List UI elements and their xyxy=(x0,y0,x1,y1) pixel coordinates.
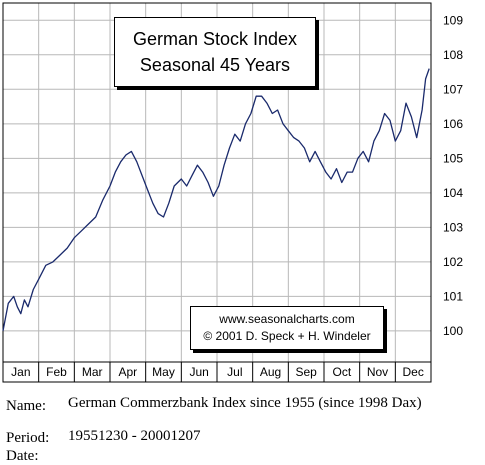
x-tick-label: Apr xyxy=(118,365,137,379)
y-tick-label: 105 xyxy=(443,151,463,165)
chart-title: German Stock Index xyxy=(132,29,298,49)
y-tick-label: 100 xyxy=(443,324,463,338)
y-tick-label: 108 xyxy=(443,48,463,62)
x-tick-label: Dec xyxy=(402,365,423,379)
chart-title-box: German Stock Index Seasonal 45 Years xyxy=(114,17,316,87)
credit-copyright: © 2001 D. Speck + H. Windeler xyxy=(203,329,371,343)
y-tick-label: 102 xyxy=(443,255,463,269)
seasonal-chart: Jan Feb Mar Apr May Jun Jul Aug Sep Oct Nov Dec 100 1… xyxy=(2,2,463,383)
x-tick-label: Jan xyxy=(11,365,30,379)
y-tick-label: 103 xyxy=(443,220,463,234)
meta-period-label: Period: xyxy=(6,430,50,446)
x-tick-label: Mar xyxy=(82,365,103,379)
y-tick-label: 101 xyxy=(443,289,463,303)
y-tick-label: 107 xyxy=(443,82,463,96)
series-line xyxy=(2,68,430,332)
x-tick-label: Oct xyxy=(332,365,351,379)
x-tick-label: Aug xyxy=(260,365,281,379)
x-tick-label: Jun xyxy=(189,365,208,379)
credit-website: www.seasonalcharts.com xyxy=(219,312,355,326)
y-tick-label: 109 xyxy=(443,13,463,27)
y-tick-label: 104 xyxy=(443,186,463,200)
y-tick-label: 106 xyxy=(443,117,463,131)
x-tick-label: Feb xyxy=(46,365,67,379)
x-tick-label: Nov xyxy=(367,365,388,379)
meta-name-value: German Commerzbank Index since 1955 (sin… xyxy=(68,395,422,411)
credit-box: www.seasonalcharts.com © 2001 D. Speck +… xyxy=(190,306,384,350)
x-tick-label: May xyxy=(152,365,175,379)
x-tick-label: Jul xyxy=(227,365,242,379)
meta-name-label: Name: xyxy=(6,398,46,414)
meta-date-label: Date: xyxy=(6,448,39,464)
x-tick-label: Sep xyxy=(295,365,317,379)
meta-period-value: 19551230 - 20001207 xyxy=(68,428,201,444)
chart-subtitle: Seasonal 45 Years xyxy=(139,55,291,75)
